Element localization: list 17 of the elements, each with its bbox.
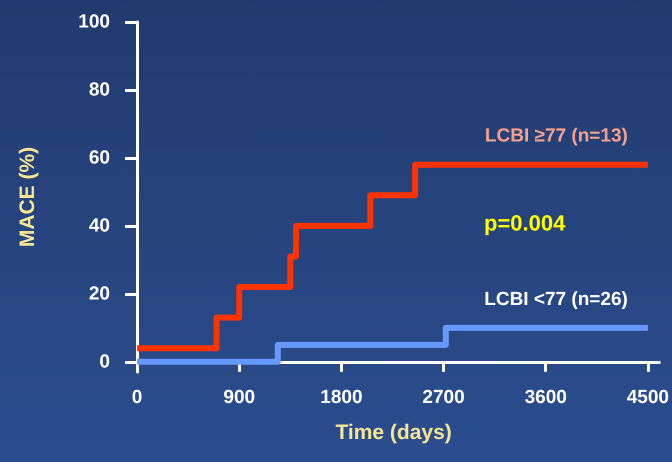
x-tick-label: 2700 <box>422 387 465 408</box>
series-label: LCBI <77 (n=26) <box>484 288 628 310</box>
x-tick-label: 4500 <box>626 387 670 408</box>
y-tick-label: 0 <box>99 351 110 372</box>
y-tick-label: 40 <box>88 215 110 236</box>
y-tick-label: 100 <box>78 12 110 32</box>
y-axis-title: MACE (%) <box>16 146 39 248</box>
y-tick-label: 60 <box>88 147 110 168</box>
series-label: LCBI ≥77 (n=13) <box>484 126 628 147</box>
x-tick-label: 900 <box>223 387 256 408</box>
x-tick-label: 0 <box>132 387 142 408</box>
y-tick-label: 20 <box>88 283 110 304</box>
y-tick-label: 80 <box>88 79 110 100</box>
x-tick-label: 3600 <box>524 387 567 408</box>
x-axis-title: Time (days) <box>335 421 452 444</box>
annotation: p=0.004 <box>484 210 566 236</box>
x-tick-label: 1800 <box>320 387 363 408</box>
